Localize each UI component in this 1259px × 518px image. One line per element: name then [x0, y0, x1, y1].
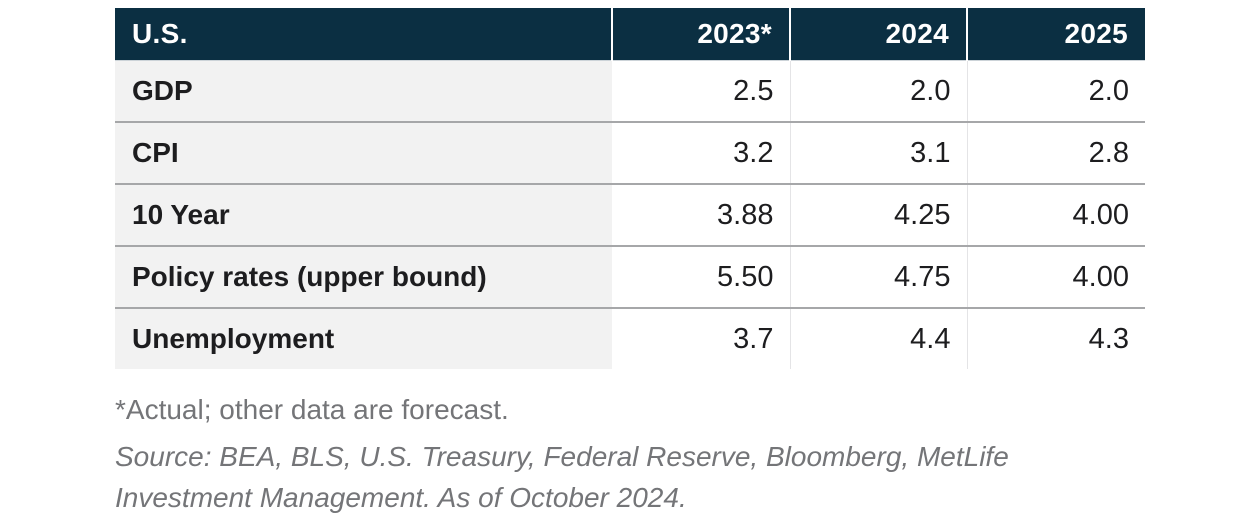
footnotes: *Actual; other data are forecast. Source… — [115, 389, 1255, 518]
cell-value: 3.88 — [612, 183, 790, 246]
cell-value: 4.00 — [966, 245, 1145, 308]
cell-value: 2.0 — [966, 60, 1145, 122]
cell-value: 2.0 — [789, 60, 967, 122]
table-row-policy-rates: Policy rates (upper bound) 5.50 4.75 4.0… — [115, 245, 1145, 308]
cell-value: 2.8 — [966, 121, 1145, 184]
row-label: Unemployment — [115, 307, 612, 369]
cell-value: 4.4 — [789, 307, 967, 369]
row-label: CPI — [115, 121, 612, 184]
row-label: Policy rates (upper bound) — [115, 245, 612, 308]
cell-value: 5.50 — [612, 245, 790, 308]
table-row-gdp: GDP 2.5 2.0 2.0 — [115, 60, 1145, 122]
cell-value: 3.1 — [789, 121, 967, 184]
table-row-cpi: CPI 3.2 3.1 2.8 — [115, 121, 1145, 184]
cell-value: 4.25 — [789, 183, 967, 246]
source-note: Source: BEA, BLS, U.S. Treasury, Federal… — [115, 436, 1255, 518]
header-year-2023: 2023* — [611, 8, 790, 61]
table-row-unemployment: Unemployment 3.7 4.4 4.3 — [115, 307, 1145, 369]
cell-value: 2.5 — [612, 60, 790, 122]
cell-value: 3.2 — [612, 121, 790, 184]
footnote-actual-vs-forecast: *Actual; other data are forecast. — [115, 394, 509, 425]
figure-canvas: U.S. 2023* 2024 2025 GDP 2.5 2.0 2.0 CPI… — [115, 8, 1255, 518]
header-region-label: U.S. — [115, 8, 612, 61]
source-line-2: Investment Management. As of October 202… — [115, 482, 687, 513]
cell-value: 4.3 — [966, 307, 1145, 369]
header-year-2024: 2024 — [789, 8, 967, 61]
row-label: GDP — [115, 60, 612, 122]
header-year-2025: 2025 — [966, 8, 1145, 61]
table-row-10-year: 10 Year 3.88 4.25 4.00 — [115, 183, 1145, 246]
cell-value: 3.7 — [612, 307, 790, 369]
header-row: U.S. 2023* 2024 2025 — [115, 8, 1145, 61]
cell-value: 4.00 — [966, 183, 1145, 246]
us-forecast-table: U.S. 2023* 2024 2025 GDP 2.5 2.0 2.0 CPI… — [115, 8, 1145, 369]
source-line-1: Source: BEA, BLS, U.S. Treasury, Federal… — [115, 441, 1009, 472]
row-label: 10 Year — [115, 183, 612, 246]
cell-value: 4.75 — [789, 245, 967, 308]
